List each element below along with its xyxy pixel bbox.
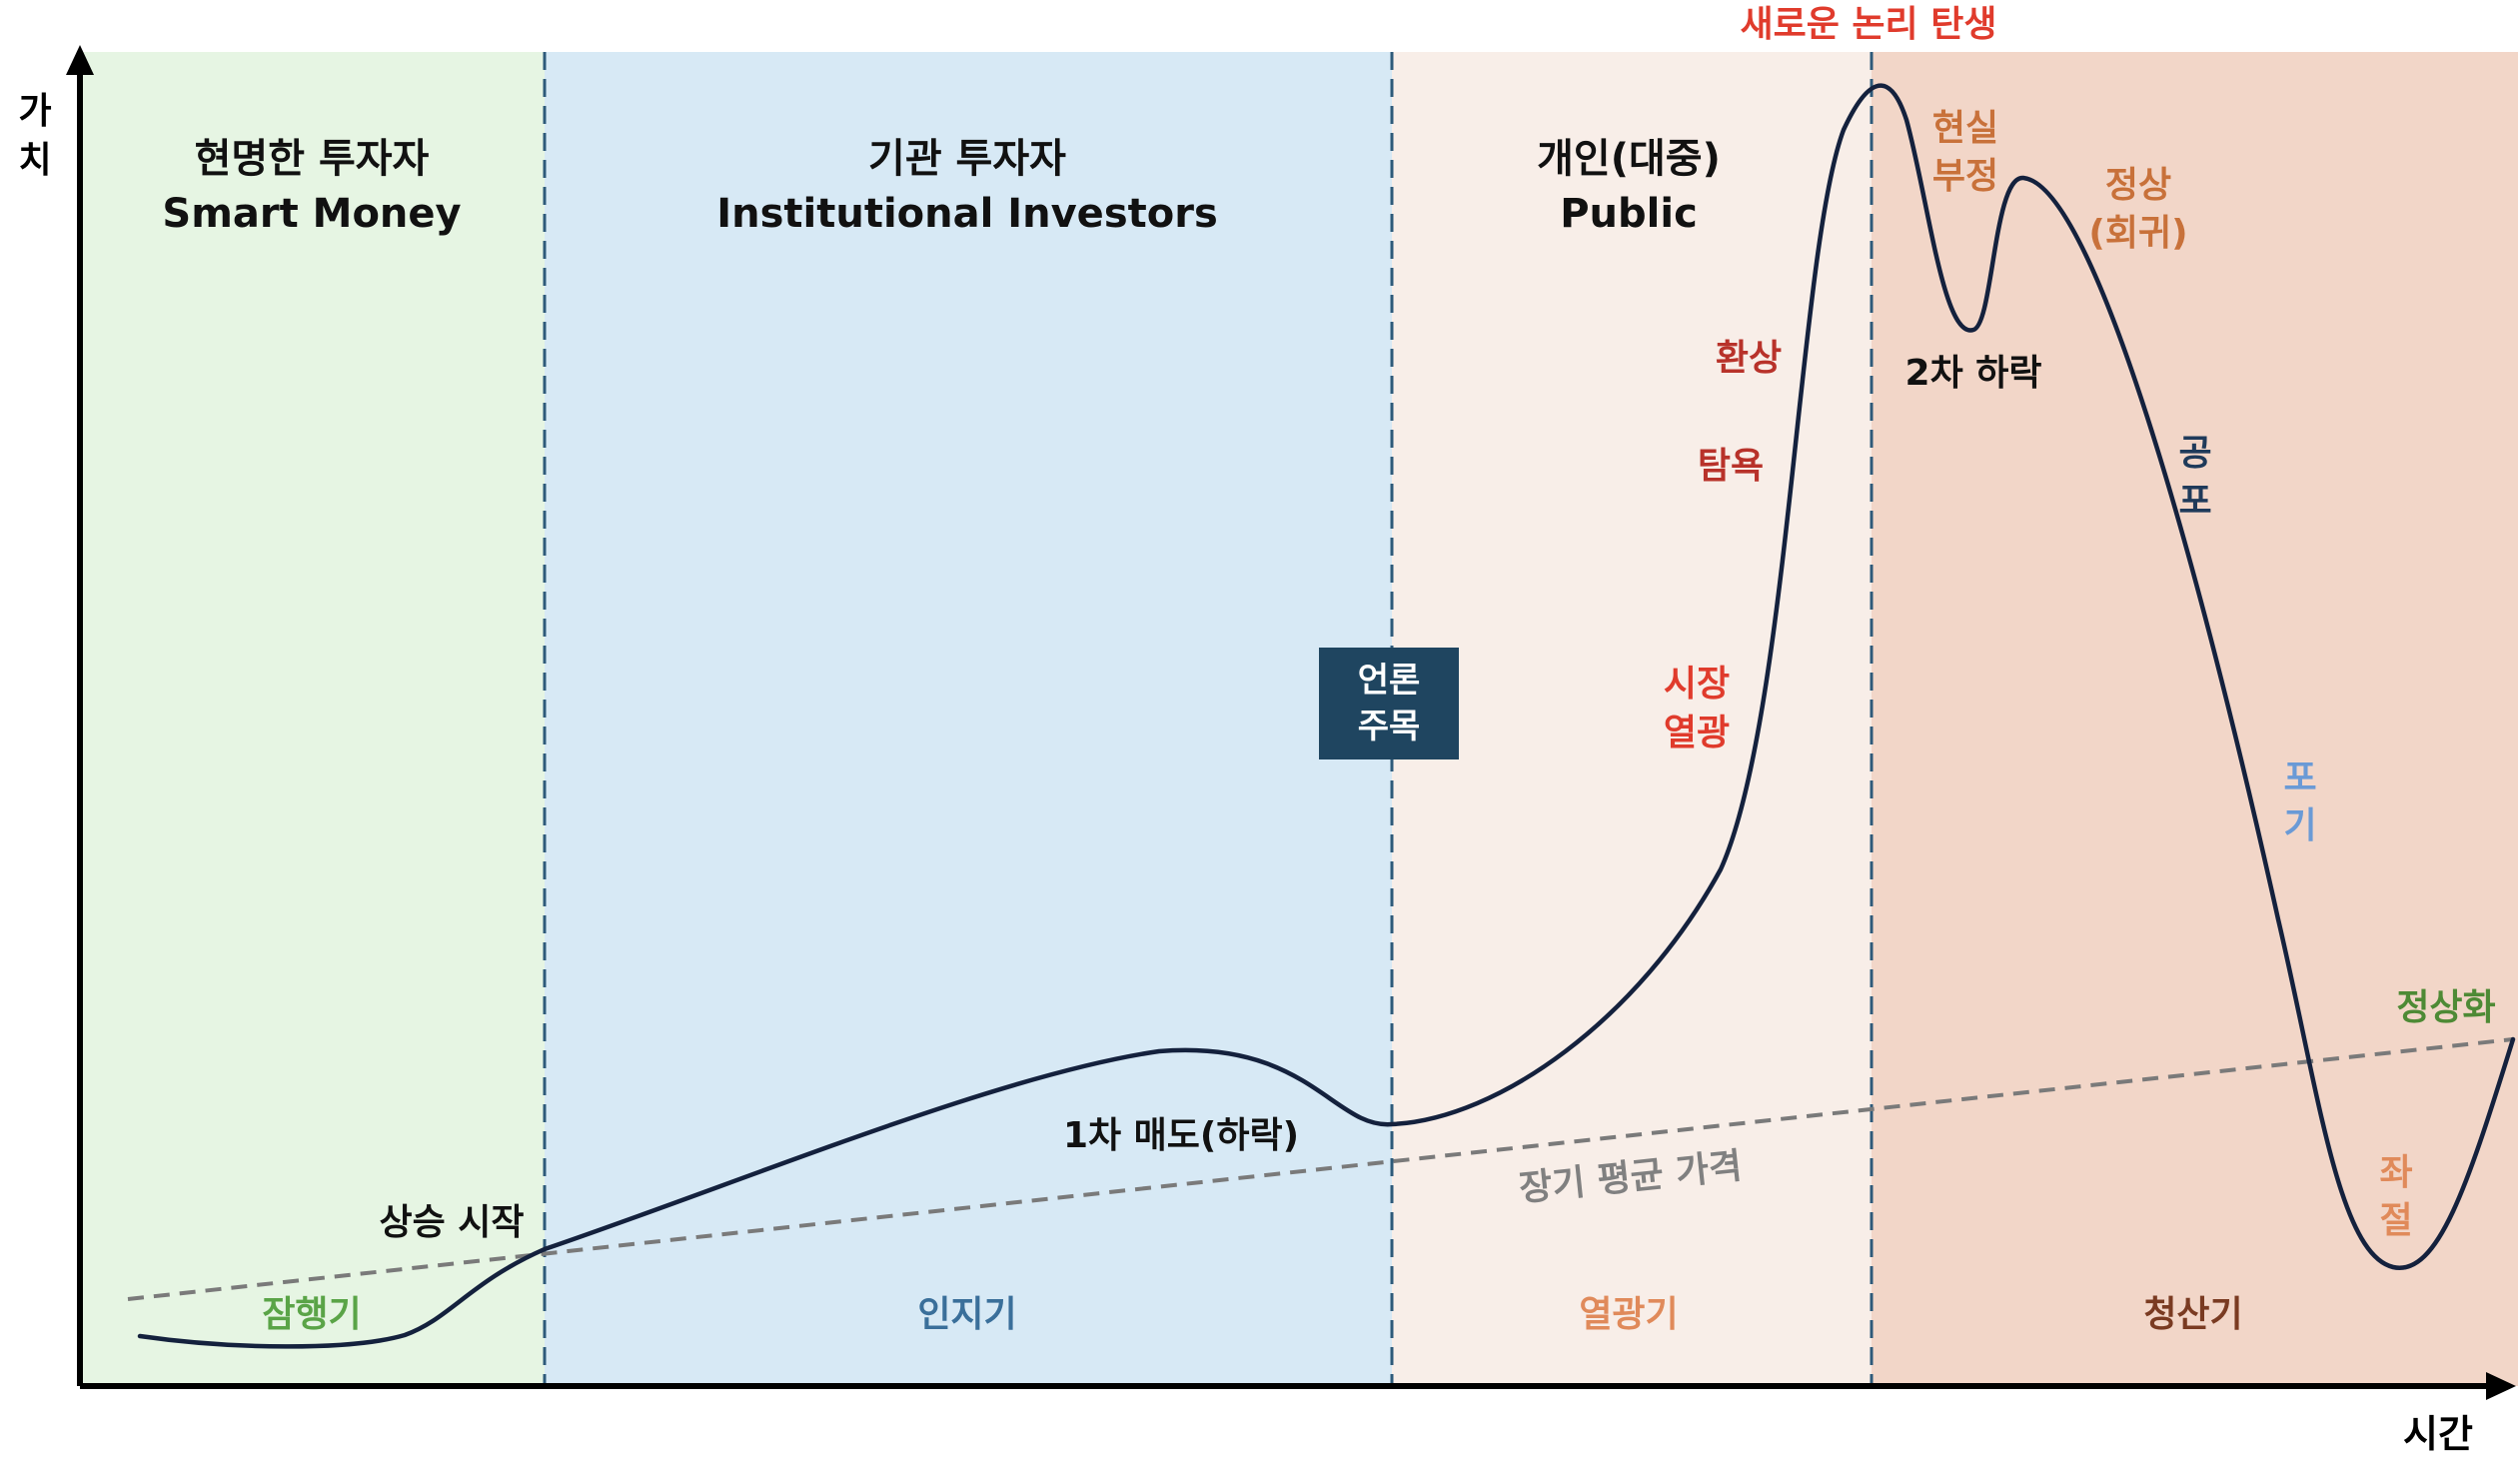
- stage-3-label: 열광기: [1579, 1294, 1678, 1335]
- frustration-label-1: 좌: [2379, 1152, 2412, 1193]
- media-box-line-1: 언론: [1358, 661, 1421, 701]
- phase-3-title-en: Public: [1560, 191, 1698, 237]
- phase-1-title-ko: 현명한 투자자: [195, 136, 430, 182]
- new-logic-label: 새로운 논리 탄생: [1741, 4, 1997, 45]
- rise-start-label: 상승 시작: [379, 1202, 524, 1243]
- market-frenzy-label-2: 열광: [1664, 713, 1730, 753]
- give-up-label-1: 포: [2283, 757, 2316, 798]
- stage-1-label: 잠행기: [262, 1294, 361, 1335]
- stage-4-label: 청산기: [2143, 1294, 2242, 1335]
- normal-return-label-1: 정상: [2105, 165, 2171, 206]
- y-axis-label-1: 가: [18, 91, 51, 132]
- y-axis-arrow-icon: [66, 45, 94, 75]
- fear-label-2: 포: [2178, 481, 2211, 522]
- first-sell-label: 1차 매도(하락): [1063, 1115, 1299, 1156]
- x-axis-label: 시간: [2403, 1412, 2473, 1456]
- phase-1-band: [80, 52, 545, 1386]
- phase-2-title-en: Institutional Investors: [716, 191, 1218, 237]
- phase-3-band: [1392, 52, 1872, 1386]
- second-drop-label: 2차 하락: [1905, 353, 2042, 394]
- illusion-label: 환상: [1716, 338, 1782, 379]
- normalization-label: 정상화: [2396, 987, 2495, 1028]
- fear-label-1: 공: [2178, 433, 2211, 474]
- x-axis-arrow-icon: [2486, 1372, 2516, 1400]
- media-box-line-2: 주목: [1358, 707, 1421, 746]
- media-attention-box: [1319, 648, 1459, 759]
- give-up-label-2: 기: [2283, 805, 2316, 846]
- market-frenzy-label-1: 시장: [1664, 664, 1730, 705]
- normal-return-label-2: (회귀): [2088, 213, 2187, 254]
- stage-2-label: 인지기: [917, 1294, 1016, 1335]
- phase-3-title-ko: 개인(대중): [1537, 136, 1721, 182]
- phase-2-band: [545, 52, 1392, 1386]
- greed-label: 탐욕: [1698, 446, 1764, 487]
- phase-4-band: [1872, 52, 2518, 1386]
- price-curve: [137, 83, 2516, 1349]
- y-axis-label-2: 치: [18, 140, 51, 181]
- reality-denial-label-2: 부정: [1932, 156, 1998, 197]
- frustration-label-2: 절: [2379, 1200, 2412, 1241]
- phase-1-title-en: Smart Money: [162, 191, 461, 237]
- phase-2-title-ko: 기관 투자자: [868, 136, 1066, 182]
- reality-denial-label-1: 현실: [1932, 108, 1998, 149]
